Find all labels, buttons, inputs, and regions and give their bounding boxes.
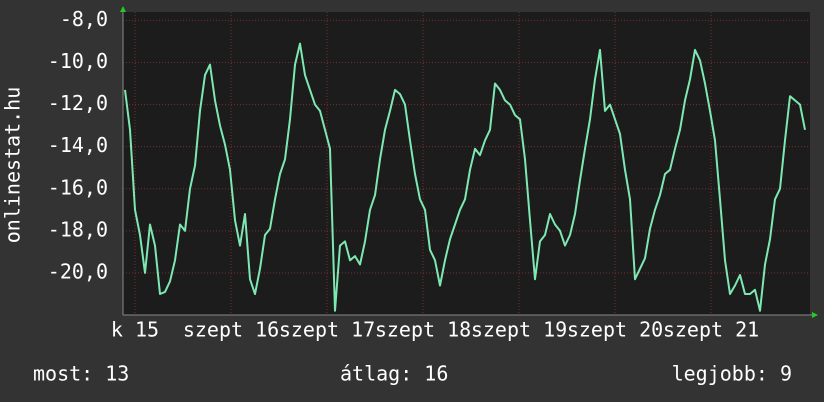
y-tick-label: -14,0 (48, 133, 108, 157)
stat-current: most: 13 (33, 362, 129, 386)
y-tick-label: -8,0 (60, 7, 108, 31)
x-tick-label: szept 21 (663, 318, 759, 342)
y-arrow (120, 6, 126, 12)
stat-best: legjobb: 9 (672, 362, 792, 386)
plot-area (123, 12, 810, 315)
x-arrow (812, 312, 818, 318)
y-tick-label: -16,0 (48, 175, 108, 199)
x-tick-label: szept 17 (279, 318, 375, 342)
x-tick-label: k 15 (111, 318, 159, 342)
x-tick-label: szept 18 (375, 318, 471, 342)
x-tick-label: szept 20 (567, 318, 663, 342)
x-tick-label: szept 19 (471, 318, 567, 342)
y-tick-label: -18,0 (48, 217, 108, 241)
y-axis-label: onlinestat.hu (1, 87, 25, 244)
data-line (124, 42, 806, 312)
y-tick-label: -10,0 (48, 49, 108, 73)
y-tick-label: -12,0 (48, 91, 108, 115)
x-tick-label: szept 16 (183, 318, 279, 342)
stat-average: átlag: 16 (340, 362, 448, 386)
y-tick-label: -20,0 (48, 259, 108, 283)
